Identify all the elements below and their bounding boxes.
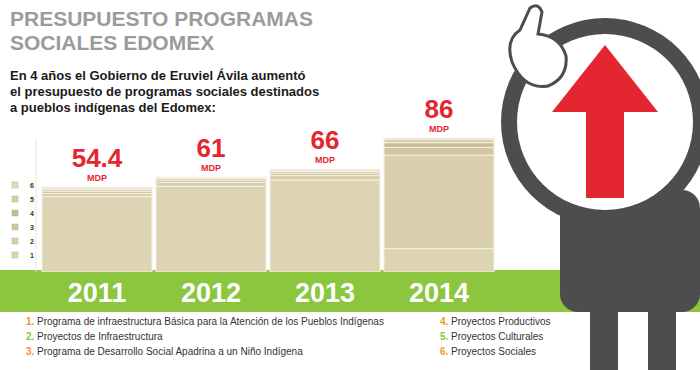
- series-list: 1.Programa de infraestructura Básica par…: [26, 316, 551, 357]
- title: PRESUPUESTO PROGRAMAS: [10, 7, 313, 30]
- bar-segment: [156, 176, 266, 178]
- figure-leg: [648, 300, 676, 370]
- bar-segment: [270, 169, 380, 171]
- bar-segment: [384, 138, 494, 140]
- figure-leg: [590, 300, 618, 370]
- subtitle: En 4 años el Gobierno de Eruviel Ávila a…: [10, 68, 306, 83]
- list-name: Programa de Desarrollo Social Apadrina a…: [37, 346, 303, 357]
- legend: 1 2 3 4 5 6: [12, 182, 34, 259]
- list-marker: 4.: [440, 316, 449, 327]
- legend-key: 1: [30, 252, 34, 259]
- list-marker: 2.: [26, 331, 35, 342]
- legend-swatch: [12, 210, 18, 216]
- value-axis: [36, 138, 37, 272]
- total-label: 66: [311, 125, 340, 155]
- legend-key: 4: [30, 210, 34, 217]
- category-label: 2014: [409, 278, 469, 308]
- bar-segment: [42, 187, 152, 189]
- up-arrow: [552, 45, 658, 198]
- total-unit: MDP: [87, 173, 107, 183]
- total-unit: MDP: [315, 155, 335, 165]
- bar-segment: [384, 147, 494, 155]
- category-label: 2012: [181, 278, 241, 308]
- total-label: 61: [197, 133, 226, 163]
- bar-segment: [270, 180, 380, 272]
- legend-swatch: [12, 196, 18, 202]
- bar-segment: [156, 186, 266, 272]
- list-marker: 5.: [440, 331, 449, 342]
- bar-segment: [42, 197, 152, 272]
- list-name: Proyectos Sociales: [451, 346, 536, 357]
- category-label: 2013: [295, 278, 355, 308]
- total-labels: 54.4MDP61MDP66MDP86MDP: [72, 94, 454, 183]
- background: [0, 0, 700, 370]
- bar-segment: [270, 170, 380, 172]
- legend-key: 5: [30, 196, 34, 203]
- total-unit: MDP: [429, 124, 449, 134]
- legend-swatch: [12, 224, 18, 230]
- list-marker: 1.: [26, 316, 35, 327]
- legend-key: 6: [30, 182, 34, 189]
- list-name: Proyectos de Infraestructura: [37, 331, 163, 342]
- bar-segment: [156, 177, 266, 179]
- legend-swatch: [12, 182, 18, 188]
- legend-swatch: [12, 252, 18, 258]
- legend-key: 3: [30, 224, 34, 231]
- bar-segment: [384, 249, 494, 272]
- bar-segment: [270, 175, 380, 180]
- glove-hand: [510, 6, 566, 87]
- bar-segment: [156, 182, 266, 186]
- list-marker: 6.: [440, 346, 449, 357]
- subtitle: el presupuesto de programas sociales des…: [10, 84, 319, 99]
- total-unit: MDP: [201, 163, 221, 173]
- total-label: 86: [425, 94, 454, 124]
- list-name: Programa de infraestructura Básica para …: [37, 316, 384, 327]
- bar-segment: [42, 188, 152, 190]
- bar-segment: [384, 155, 494, 248]
- infographic: PRESUPUESTO PROGRAMASSOCIALES EDOMEX En 4…: [0, 0, 700, 370]
- legend-key: 2: [30, 238, 34, 245]
- title: SOCIALES EDOMEX: [10, 31, 214, 54]
- bar-segment: [384, 143, 494, 148]
- list-name: Proyectos Culturales: [451, 331, 543, 342]
- list-marker: 3.: [26, 346, 35, 357]
- list-name: Proyectos Productivos: [451, 316, 551, 327]
- bar-segment: [156, 179, 266, 181]
- subtitle: a pueblos indígenas del Edomex:: [10, 100, 216, 115]
- category-label: 2011: [68, 278, 127, 308]
- total-label: 54.4: [72, 143, 123, 173]
- legend-swatch: [12, 238, 18, 244]
- bars: [42, 138, 494, 272]
